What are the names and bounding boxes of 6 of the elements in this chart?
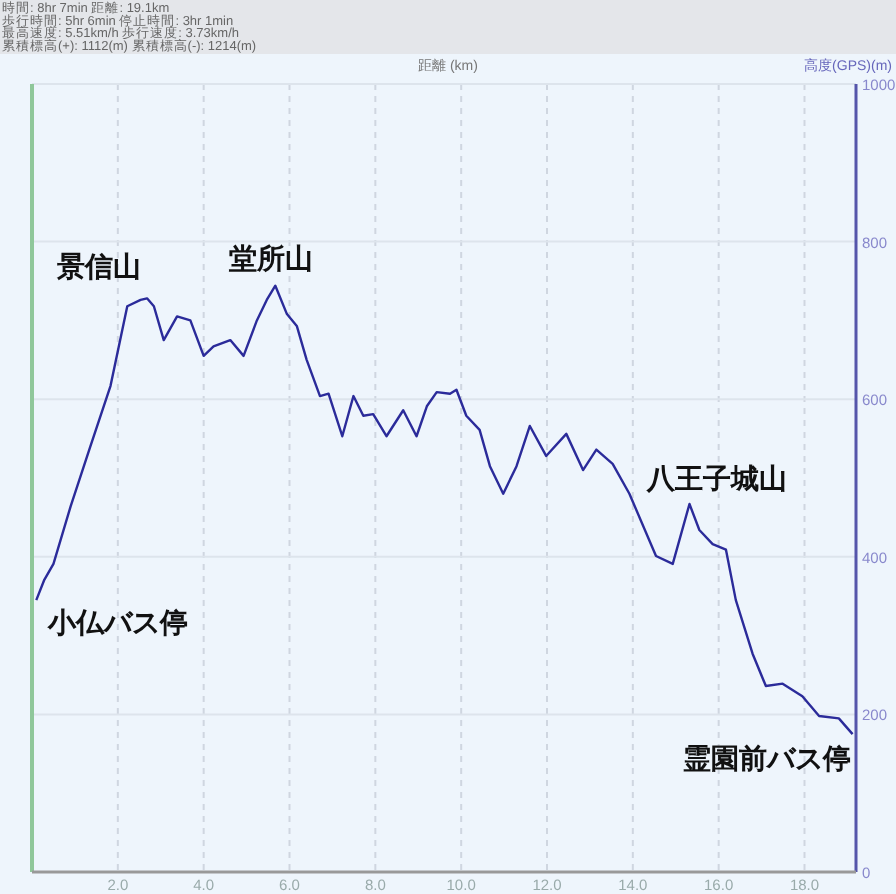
annotation: 堂所山 bbox=[227, 243, 314, 276]
annotation: 小仏バス停 bbox=[46, 608, 189, 641]
annotation: 霊園前バス停 bbox=[682, 744, 851, 777]
annotation: 八王子城山 bbox=[645, 464, 788, 496]
line-series bbox=[35, 284, 854, 736]
annotation: 景信山 bbox=[55, 252, 142, 285]
